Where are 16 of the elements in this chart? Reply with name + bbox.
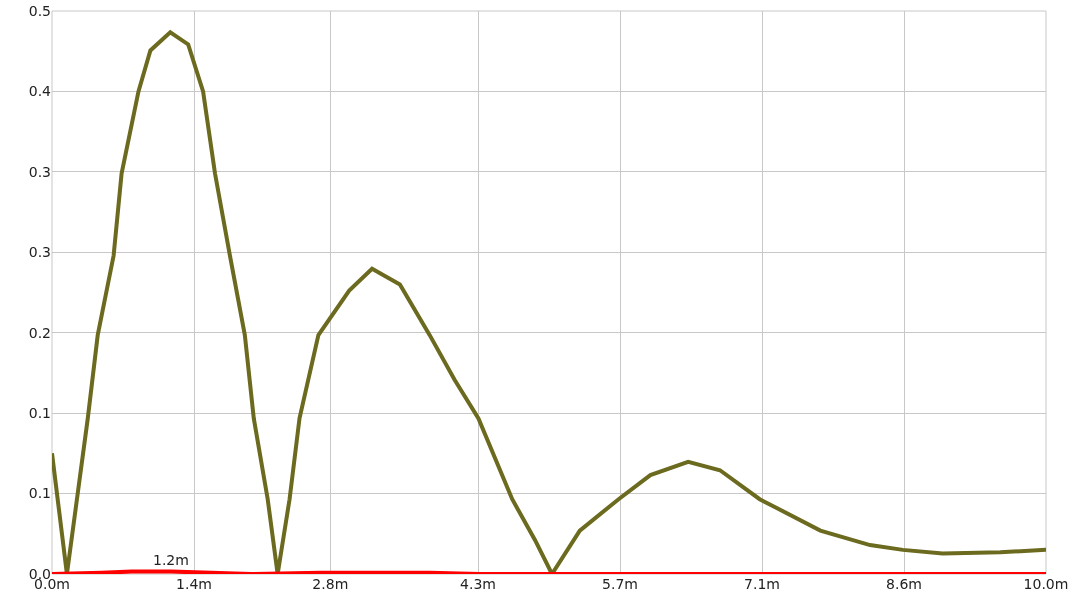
y-tick-label: 0.3	[28, 244, 51, 261]
annotation: 1.2m	[153, 552, 189, 568]
x-tick-label: 5.7m	[602, 576, 638, 592]
x-tick-label: 1.4m	[176, 576, 212, 592]
x-tick-label: 4.3m	[460, 576, 496, 592]
y-tick-label: 0.2	[28, 324, 51, 341]
x-tick-label: 10.0m	[1023, 576, 1069, 592]
y-tick-label: 0.1	[28, 405, 51, 422]
x-tick-label: 7.1m	[744, 576, 780, 592]
y-tick-label: 0.3	[28, 163, 51, 180]
line-series	[52, 30, 1046, 574]
y-tick-label: 0.4	[28, 83, 52, 100]
y-tick-label: 0.1	[28, 485, 51, 502]
x-tick-label: 8.6m	[886, 576, 922, 592]
y-tick-label: 0.5	[28, 2, 51, 19]
x-tick-label: 2.8m	[312, 576, 349, 592]
